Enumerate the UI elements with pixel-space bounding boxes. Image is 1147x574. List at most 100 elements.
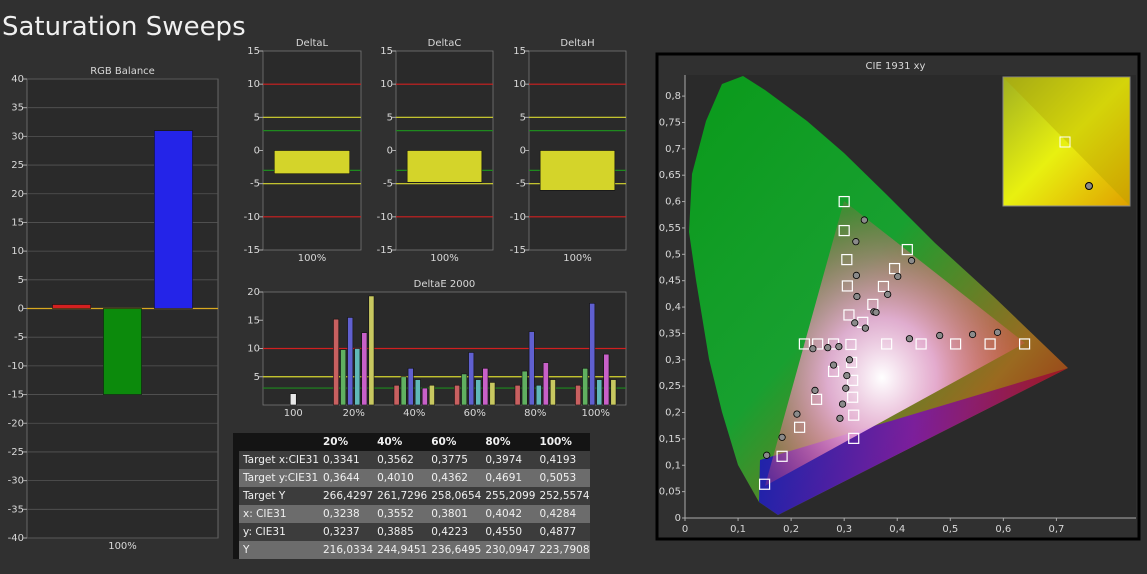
y-tick-label: -15 — [244, 245, 260, 256]
target-point — [848, 432, 860, 444]
y-tick-label: 20 — [247, 287, 260, 298]
data-cell: 0,4550 — [481, 523, 536, 541]
measured-point — [968, 330, 977, 339]
y-tick-label: 0 — [254, 146, 260, 157]
target-point — [810, 393, 823, 405]
bar — [347, 317, 354, 406]
edge — [233, 523, 239, 541]
target-point — [841, 253, 853, 266]
x-tick-label: 100% — [430, 253, 459, 264]
y-tick-label: 10 — [247, 79, 260, 90]
data-row: Y 216,0334 244,9451 236,6495 230,0947 223,790… — [233, 541, 590, 559]
measured-point — [851, 319, 859, 327]
x-tick-label: 0,3 — [836, 524, 852, 535]
bar — [333, 318, 340, 406]
target-point — [841, 280, 853, 292]
y-tick-label: 0,65 — [659, 170, 681, 181]
y-tick-label: 0 — [675, 513, 681, 524]
target-point — [812, 338, 824, 350]
bar — [575, 384, 582, 406]
y-tick-label: 0 — [18, 304, 24, 315]
bar — [596, 379, 603, 406]
y-tick-label: -10 — [510, 212, 526, 223]
data-cell: 0,4691 — [481, 469, 536, 487]
y-tick-label: -40 — [8, 533, 24, 544]
edge — [233, 451, 239, 469]
bar — [103, 308, 142, 395]
data-cell: 0,3562 — [373, 451, 428, 469]
measured-point — [835, 343, 843, 351]
measured-point — [763, 451, 771, 459]
measured-point — [872, 308, 880, 316]
target-point — [847, 391, 859, 403]
target-point — [881, 338, 893, 350]
x-tick-label: 0,1 — [730, 524, 746, 535]
measured-point — [838, 400, 847, 408]
y-tick-label: -15 — [8, 390, 24, 401]
bar — [368, 295, 375, 406]
page-title: Saturation Sweeps — [2, 12, 246, 42]
x-tick-label: 0,4 — [889, 524, 905, 535]
y-tick-label: 0,3 — [665, 355, 681, 366]
bar — [468, 352, 475, 406]
header-cell: 60% — [427, 433, 482, 451]
bar — [154, 130, 193, 309]
data-cell: 0,5053 — [535, 469, 590, 487]
x-tick-label: 60% — [464, 408, 486, 419]
edge — [233, 505, 239, 523]
bar — [406, 150, 483, 183]
y-tick-label: 10 — [513, 79, 526, 90]
data-row: Target Y 266,4297 261,7296 258,0654 255,2099… — [233, 487, 590, 505]
chart-title: CIE 1931 xy — [866, 61, 926, 72]
data-table: 20% 40% 60% 80% 100% Target x:CIE31 0,3341 0,35… — [233, 433, 590, 559]
data-cell: 0,3238 — [319, 505, 374, 523]
data-cell: 0,3801 — [427, 505, 482, 523]
bar — [289, 393, 297, 406]
data-cell: 223,7908 — [535, 541, 590, 559]
measured-point — [852, 271, 860, 280]
row-label: Target Y — [239, 487, 319, 505]
x-tick-label: 0,2 — [783, 524, 799, 535]
target-point — [1018, 338, 1031, 350]
y-tick-label: 10 — [11, 246, 24, 257]
target-point — [847, 374, 859, 386]
target-point — [838, 224, 850, 237]
y-tick-label: 0,7 — [665, 144, 681, 155]
target-point — [776, 450, 788, 462]
measured-point — [811, 386, 819, 394]
data-cell: 0,3974 — [481, 451, 536, 469]
y-tick-label: 10 — [247, 344, 260, 355]
bar — [428, 384, 435, 406]
header-cell: 80% — [481, 433, 536, 451]
y-tick-label: 30 — [11, 131, 24, 142]
edge — [233, 487, 239, 505]
bar — [361, 332, 368, 406]
y-tick-label: -5 — [250, 179, 260, 190]
y-tick-label: 15 — [247, 46, 260, 57]
x-tick-label: 80% — [524, 408, 546, 419]
target-point — [877, 280, 890, 293]
target-point — [901, 243, 913, 256]
target-point — [949, 338, 962, 350]
measured-point — [793, 410, 801, 418]
edge — [233, 541, 239, 559]
measured-point — [824, 344, 832, 352]
x-tick-label: 20% — [343, 408, 365, 419]
zoom-inset — [1002, 76, 1131, 207]
x-tick-label: 100% — [581, 408, 610, 419]
data-cell: 0,4042 — [481, 505, 536, 523]
y-tick-label: 15 — [380, 46, 393, 57]
target-point — [845, 338, 857, 351]
y-tick-label: -15 — [377, 245, 393, 256]
bar — [603, 353, 610, 406]
measured-point — [778, 433, 786, 441]
data-row: y: CIE31 0,3237 0,3885 0,4223 0,4550 0,4877 — [233, 523, 590, 541]
measured-point — [936, 331, 944, 340]
y-tick-label: 0,5 — [665, 249, 681, 260]
y-tick-label: 15 — [513, 46, 526, 57]
measured-point — [861, 324, 870, 332]
bar — [354, 348, 361, 406]
y-tick-label: -10 — [8, 361, 24, 372]
